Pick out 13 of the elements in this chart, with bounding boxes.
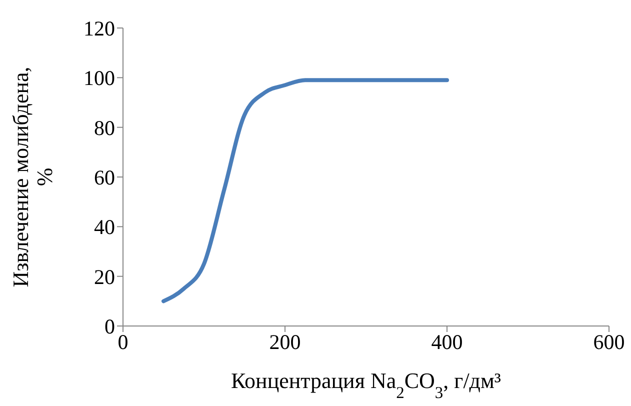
x-tick-label: 400 bbox=[431, 330, 463, 354]
y-tick-label: 20 bbox=[94, 264, 115, 289]
y-tick-label: 60 bbox=[94, 165, 115, 190]
x-tick-label: 200 bbox=[269, 330, 301, 354]
y-tick-label: 40 bbox=[94, 215, 115, 240]
x-tick-label: 600 bbox=[593, 330, 625, 354]
y-axis-title: Извлечение молибдена, % bbox=[8, 66, 57, 288]
y-tick-label: 80 bbox=[94, 116, 115, 140]
y-tick-label: 100 bbox=[84, 66, 115, 90]
y-tick-label: 120 bbox=[84, 16, 115, 40]
line-series bbox=[162, 78, 449, 304]
x-axis-title: Концентрация Na$_{2}$CO$_{3}$, г/дм³ bbox=[230, 368, 502, 402]
y-tick-label: 0 bbox=[104, 314, 115, 338]
